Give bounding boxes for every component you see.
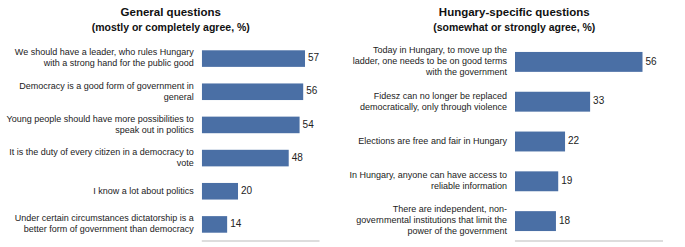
label-line: Young people should have more possibilit…	[6, 114, 193, 124]
bars	[515, 52, 643, 231]
bars	[202, 50, 305, 232]
bar	[202, 216, 227, 233]
label-line: with the government	[425, 67, 508, 77]
label-line: speak out in politics	[115, 125, 194, 135]
data-label: 56	[306, 85, 318, 96]
label-line: I know a lot about politics	[93, 186, 194, 196]
subtitle: (somewhat or strongly agree, %)	[433, 21, 595, 33]
data-label: 54	[303, 119, 315, 130]
category-label: Democracy is a good form of government i…	[19, 81, 194, 102]
title: General questions	[121, 6, 221, 18]
label-line: power of the government	[407, 226, 507, 236]
category-label: Elections are free and fair in Hungary	[358, 136, 507, 146]
data-label: 22	[568, 135, 580, 146]
label-line: It is the duty of every citizen in a dem…	[9, 147, 194, 157]
category-label: I know a lot about politics	[93, 186, 194, 196]
label-line: Democracy is a good form of government i…	[19, 81, 194, 91]
data-label: 56	[645, 56, 657, 67]
bar	[202, 183, 238, 200]
label-line: There are independent, non-	[393, 204, 507, 214]
bar	[515, 92, 590, 112]
axis-line	[202, 241, 320, 242]
bar	[202, 83, 303, 100]
data-label: 33	[593, 95, 605, 106]
panel: Hungary-specific questions (somewhat or s…	[350, 6, 664, 241]
category-label: Under certain circumstances dictatorship…	[15, 213, 195, 234]
bar	[202, 150, 289, 167]
category-label: In Hungary, anyone can have access torel…	[350, 170, 507, 191]
category-label: We should have a leader, who rules Hunga…	[15, 47, 194, 68]
chart-root: General questions (mostly or completely a…	[0, 0, 685, 247]
subtitle: (mostly or completely agree, %)	[92, 21, 250, 33]
label-line: Elections are free and fair in Hungary	[358, 136, 507, 146]
label-line: Under certain circumstances dictatorship…	[15, 213, 194, 223]
bar	[515, 211, 556, 231]
label-line: governmental institutions that limit the	[356, 215, 507, 225]
category-label: It is the duty of every citizen in a dem…	[9, 147, 194, 168]
label-line: general	[164, 92, 194, 102]
bar	[515, 132, 565, 152]
category-label: There are independent, non-governmental …	[356, 204, 507, 236]
label-line: ladder, one needs to be on good terms	[353, 56, 508, 66]
data-label: 57	[308, 52, 320, 63]
label-line: In Hungary, anyone can have access to	[350, 170, 507, 180]
bar	[515, 52, 643, 72]
bar	[202, 117, 300, 134]
label-line: better form of government than democracy	[24, 224, 195, 234]
label-line: with a strong hand for the public good	[43, 58, 194, 68]
label-line: Today in Hungary, to move up the	[373, 45, 507, 55]
category-label: Fidesz can no longer be replaceddemocrat…	[360, 91, 507, 112]
data-label: 20	[241, 185, 253, 196]
data-label: 48	[292, 152, 304, 163]
label-line: We should have a leader, who rules Hunga…	[15, 47, 194, 57]
data-label: 19	[561, 175, 573, 186]
data-label: 14	[230, 218, 242, 229]
data-label: 18	[559, 215, 571, 226]
label-line: vote	[177, 158, 194, 168]
label-line: reliable information	[431, 181, 507, 191]
panel: General questions (mostly or completely a…	[6, 6, 319, 241]
title: Hungary-specific questions	[439, 6, 590, 18]
bar	[515, 171, 558, 191]
axis-line	[515, 241, 663, 242]
label-line: democratically, only through violence	[360, 102, 507, 112]
category-label: Today in Hungary, to move up theladder, …	[353, 45, 508, 77]
category-label: Young people should have more possibilit…	[6, 114, 194, 135]
bar	[202, 50, 305, 67]
label-line: Fidesz can no longer be replaced	[374, 91, 507, 101]
